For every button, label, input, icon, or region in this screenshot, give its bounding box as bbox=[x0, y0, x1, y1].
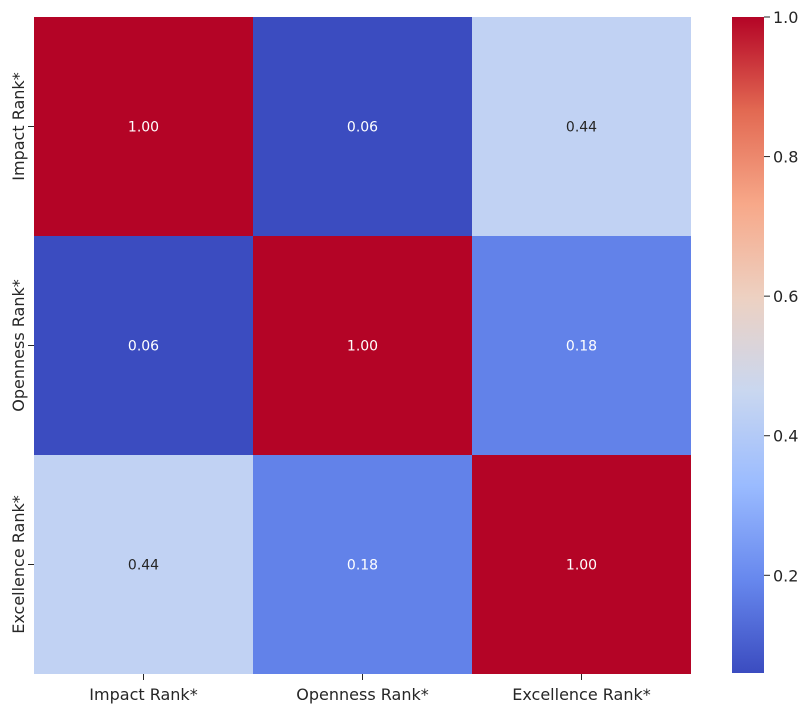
cell-value-label: 1.00 bbox=[566, 558, 597, 574]
x-tick-label: Impact Rank* bbox=[89, 685, 197, 704]
heatmap-cell bbox=[472, 236, 691, 455]
colorbar-tick-label: 0.4 bbox=[773, 427, 798, 446]
x-tick-label: Excellence Rank* bbox=[512, 685, 651, 704]
heatmap-cell bbox=[253, 236, 472, 455]
cell-value-label: 0.06 bbox=[347, 120, 378, 136]
colorbar-tick-label: 0.6 bbox=[773, 287, 798, 306]
y-tick-label: Excellence Rank* bbox=[9, 495, 28, 634]
cell-value-label: 1.00 bbox=[128, 120, 159, 136]
y-tick-label: Impact Rank* bbox=[9, 72, 28, 180]
heatmap-cells bbox=[34, 17, 691, 674]
heatmap-cell bbox=[472, 17, 691, 236]
cell-value-label: 1.00 bbox=[347, 339, 378, 355]
cell-value-label: 0.18 bbox=[347, 558, 378, 574]
cell-annotations: 1.00 0.06 0.44 0.06 1.00 0.18 0.44 0.18 1.00 bbox=[128, 120, 597, 574]
heatmap-cell bbox=[472, 455, 691, 674]
y-tick-label: Openness Rank* bbox=[9, 279, 28, 411]
heatmap-cell bbox=[253, 17, 472, 236]
cell-value-label: 0.44 bbox=[566, 120, 597, 136]
x-tick-label: Openness Rank* bbox=[296, 685, 428, 704]
colorbar-gradient bbox=[732, 17, 764, 673]
y-axis: Impact Rank* Openness Rank* Excellence Ran… bbox=[9, 72, 34, 634]
colorbar-tick-label: 0.2 bbox=[773, 566, 798, 585]
colorbar-tick-label: 0.8 bbox=[773, 148, 798, 167]
heatmap-cell bbox=[34, 455, 253, 674]
cell-value-label: 0.06 bbox=[128, 339, 159, 355]
heatmap-cell bbox=[34, 236, 253, 455]
colorbar-ticks: 0.2 0.4 0.6 0.8 1.0 bbox=[764, 8, 798, 585]
heatmap-cell bbox=[253, 455, 472, 674]
colorbar-tick-label: 1.0 bbox=[773, 8, 798, 27]
cell-value-label: 0.18 bbox=[566, 339, 597, 355]
colorbar: 0.2 0.4 0.6 0.8 1.0 bbox=[732, 8, 798, 673]
heatmap-cell bbox=[34, 17, 253, 236]
x-axis: Impact Rank* Openness Rank* Excellence Ran… bbox=[89, 674, 651, 704]
cell-value-label: 0.44 bbox=[128, 558, 159, 574]
